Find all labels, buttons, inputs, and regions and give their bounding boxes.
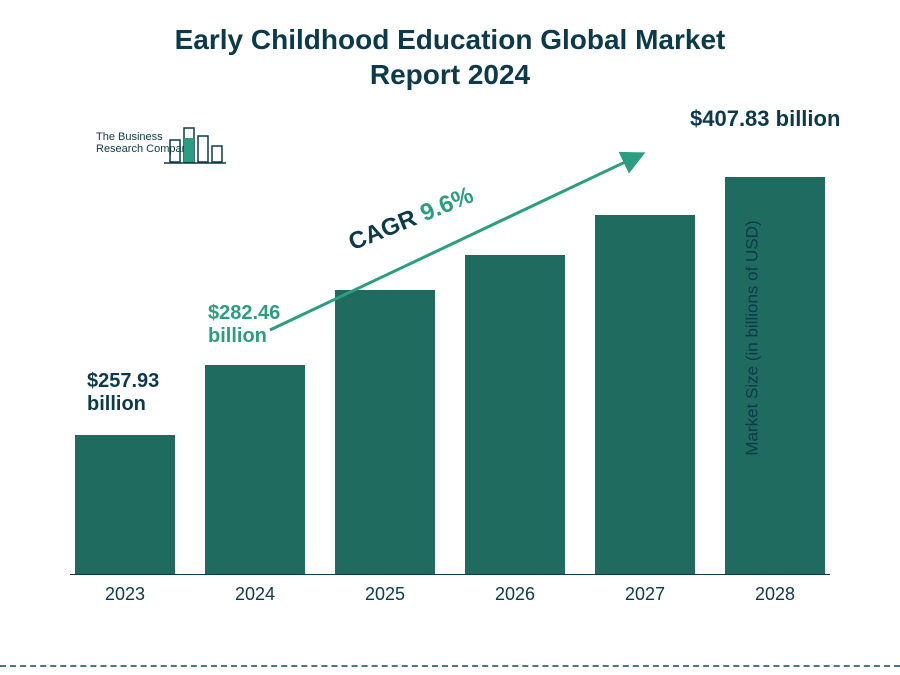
x-tick-label: 2026 xyxy=(460,584,570,605)
x-tick-label: 2023 xyxy=(70,584,180,605)
brand-logo: The Business Research Company xyxy=(96,131,193,155)
bar xyxy=(205,365,305,575)
title-line-2: Report 2024 xyxy=(370,59,530,90)
chart-title: Early Childhood Education Global Market … xyxy=(0,22,900,92)
bar-wrap: 2025 xyxy=(330,290,440,575)
x-tick-label: 2025 xyxy=(330,584,440,605)
title-line-1: Early Childhood Education Global Market xyxy=(175,24,726,55)
bar xyxy=(335,290,435,575)
x-tick-label: 2024 xyxy=(200,584,310,605)
bottom-divider xyxy=(0,665,900,667)
bar xyxy=(465,255,565,575)
value-label: $407.83 billion xyxy=(690,106,840,131)
value-label: $257.93billion xyxy=(87,370,159,416)
y-axis-label: Market Size (in billions of USD) xyxy=(742,220,762,455)
x-axis xyxy=(70,574,830,575)
bar-wrap: 2026 xyxy=(460,255,570,575)
value-label: $282.46billion xyxy=(208,302,280,348)
bar xyxy=(725,177,825,575)
x-tick-label: 2028 xyxy=(720,584,830,605)
bar xyxy=(75,435,175,575)
bar-wrap: 2027 xyxy=(590,215,700,575)
logo-text-line1: The Business xyxy=(96,131,163,143)
bar-wrap: 2024 xyxy=(200,365,310,575)
bar xyxy=(595,215,695,575)
x-tick-label: 2027 xyxy=(590,584,700,605)
bar-wrap: 2028 xyxy=(720,177,830,575)
bar-wrap: 2023 xyxy=(70,435,180,575)
chart-plot-area: 202320242025202620272028 xyxy=(70,155,830,615)
chart-stage: Early Childhood Education Global Market … xyxy=(0,0,900,675)
